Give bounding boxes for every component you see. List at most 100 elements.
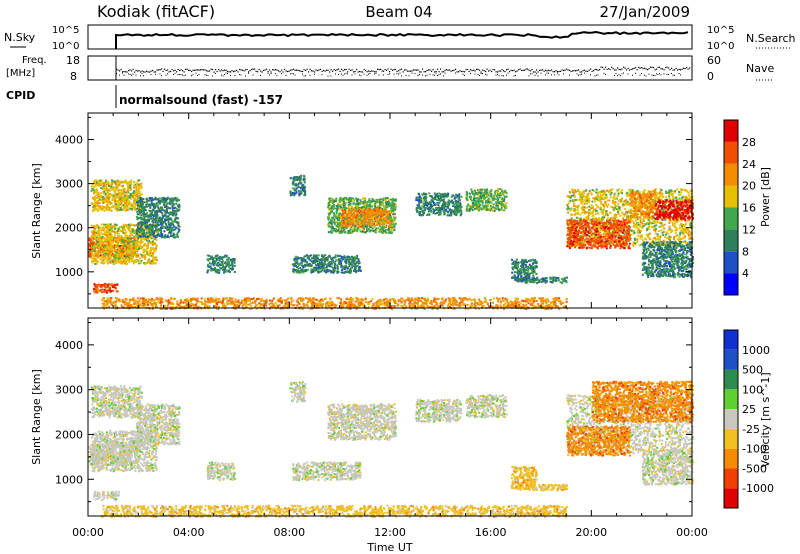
freq-point bbox=[488, 70, 490, 72]
scatter-cell bbox=[365, 228, 368, 231]
scatter-cell bbox=[327, 214, 330, 217]
scatter-cell bbox=[125, 199, 128, 202]
scatter-cell bbox=[146, 203, 149, 206]
scatter-cell bbox=[352, 225, 355, 228]
scatter-cell bbox=[94, 258, 97, 261]
scatter-cell bbox=[173, 233, 176, 236]
nave-point bbox=[143, 75, 144, 77]
freq-point bbox=[404, 69, 406, 71]
scatter-cell bbox=[359, 199, 362, 202]
scatter-cell bbox=[119, 245, 122, 247]
scatter-cell bbox=[335, 220, 338, 223]
scatter-cell bbox=[211, 260, 214, 263]
scatter-cell bbox=[333, 198, 336, 201]
scatter-cell bbox=[389, 221, 392, 224]
scatter-cell bbox=[116, 254, 119, 257]
scatter-cell bbox=[362, 216, 365, 219]
scatter-cell bbox=[355, 269, 357, 272]
freq-point bbox=[194, 69, 196, 71]
scatter-cell bbox=[168, 202, 171, 205]
scatter-cell bbox=[124, 262, 126, 265]
scatter-cell bbox=[150, 213, 153, 216]
scatter-cell bbox=[145, 237, 147, 240]
scatter-cell bbox=[112, 258, 115, 261]
scatter-cell bbox=[161, 217, 164, 220]
scatter-cell bbox=[151, 262, 154, 265]
scatter-cell bbox=[121, 255, 124, 258]
freq-point bbox=[522, 69, 524, 71]
scatter-cell bbox=[343, 255, 346, 258]
scatter-cell bbox=[99, 244, 102, 247]
freq-point bbox=[186, 68, 188, 70]
scatter-cell bbox=[123, 192, 125, 195]
scatter-cell bbox=[345, 207, 348, 210]
scatter-cell bbox=[102, 196, 105, 198]
scatter-cell bbox=[177, 230, 180, 233]
scatter-cell bbox=[118, 240, 121, 243]
scatter-cell bbox=[106, 196, 109, 199]
freq-point bbox=[260, 70, 262, 72]
scatter-cell bbox=[132, 237, 135, 239]
scatter-cell bbox=[125, 236, 128, 239]
scatter-cell bbox=[134, 247, 136, 250]
scatter-cell bbox=[125, 253, 128, 256]
scatter-cell bbox=[367, 214, 370, 217]
scatter-cell bbox=[346, 214, 349, 217]
scatter-cell bbox=[113, 255, 116, 258]
scatter-cell bbox=[343, 201, 345, 204]
scatter-cell bbox=[352, 224, 355, 227]
scatter-cell bbox=[151, 241, 154, 244]
freq-point bbox=[585, 70, 587, 72]
scatter-cell bbox=[106, 228, 109, 231]
scatter-cell bbox=[301, 270, 303, 273]
freq-point bbox=[386, 69, 388, 71]
scatter-cell bbox=[133, 186, 135, 189]
scatter-cell bbox=[392, 209, 395, 212]
scatter-cell bbox=[340, 223, 343, 226]
nave-point bbox=[131, 74, 132, 76]
scatter-cell bbox=[90, 241, 93, 244]
scatter-cell bbox=[347, 212, 350, 215]
scatter-cell bbox=[361, 222, 364, 224]
scatter-cell bbox=[108, 283, 111, 286]
scatter-cell bbox=[374, 212, 377, 214]
nave-point bbox=[618, 74, 620, 76]
scatter-cell bbox=[328, 264, 331, 267]
scatter-cell bbox=[115, 243, 118, 246]
scatter-cell bbox=[96, 238, 99, 241]
scatter-cell bbox=[122, 208, 125, 211]
scatter-cell bbox=[432, 212, 435, 215]
freq-point bbox=[606, 68, 608, 70]
nave-point bbox=[341, 73, 342, 75]
scatter-cell bbox=[231, 264, 234, 266]
scatter-cell bbox=[149, 206, 152, 209]
nave-point bbox=[135, 74, 137, 76]
scatter-cell bbox=[92, 233, 95, 236]
scatter-cell bbox=[231, 267, 234, 270]
nave-point bbox=[528, 75, 530, 77]
scatter-cell bbox=[88, 244, 91, 247]
scatter-cell bbox=[120, 253, 122, 256]
freq-point bbox=[323, 69, 325, 72]
scatter-cell bbox=[123, 255, 126, 258]
scatter-cell bbox=[370, 200, 373, 203]
freq-point bbox=[393, 68, 395, 71]
scatter-cell bbox=[169, 225, 172, 228]
scatter-cell bbox=[321, 265, 324, 267]
scatter-cell bbox=[107, 257, 110, 259]
scatter-cell bbox=[114, 260, 116, 263]
freq-point bbox=[596, 69, 598, 71]
scatter-cell bbox=[391, 210, 394, 213]
scatter-cell bbox=[342, 219, 345, 222]
freq-point bbox=[413, 69, 415, 71]
scatter-cell bbox=[124, 198, 127, 200]
scatter-cell bbox=[105, 183, 108, 186]
scatter-cell bbox=[98, 289, 101, 292]
scatter-cell bbox=[303, 179, 306, 182]
scatter-cell bbox=[337, 224, 340, 226]
scatter-cell bbox=[88, 255, 91, 258]
scatter-cell bbox=[147, 259, 150, 262]
scatter-cell bbox=[340, 203, 343, 206]
scatter-cell bbox=[394, 208, 396, 211]
scatter-cell bbox=[317, 254, 320, 257]
